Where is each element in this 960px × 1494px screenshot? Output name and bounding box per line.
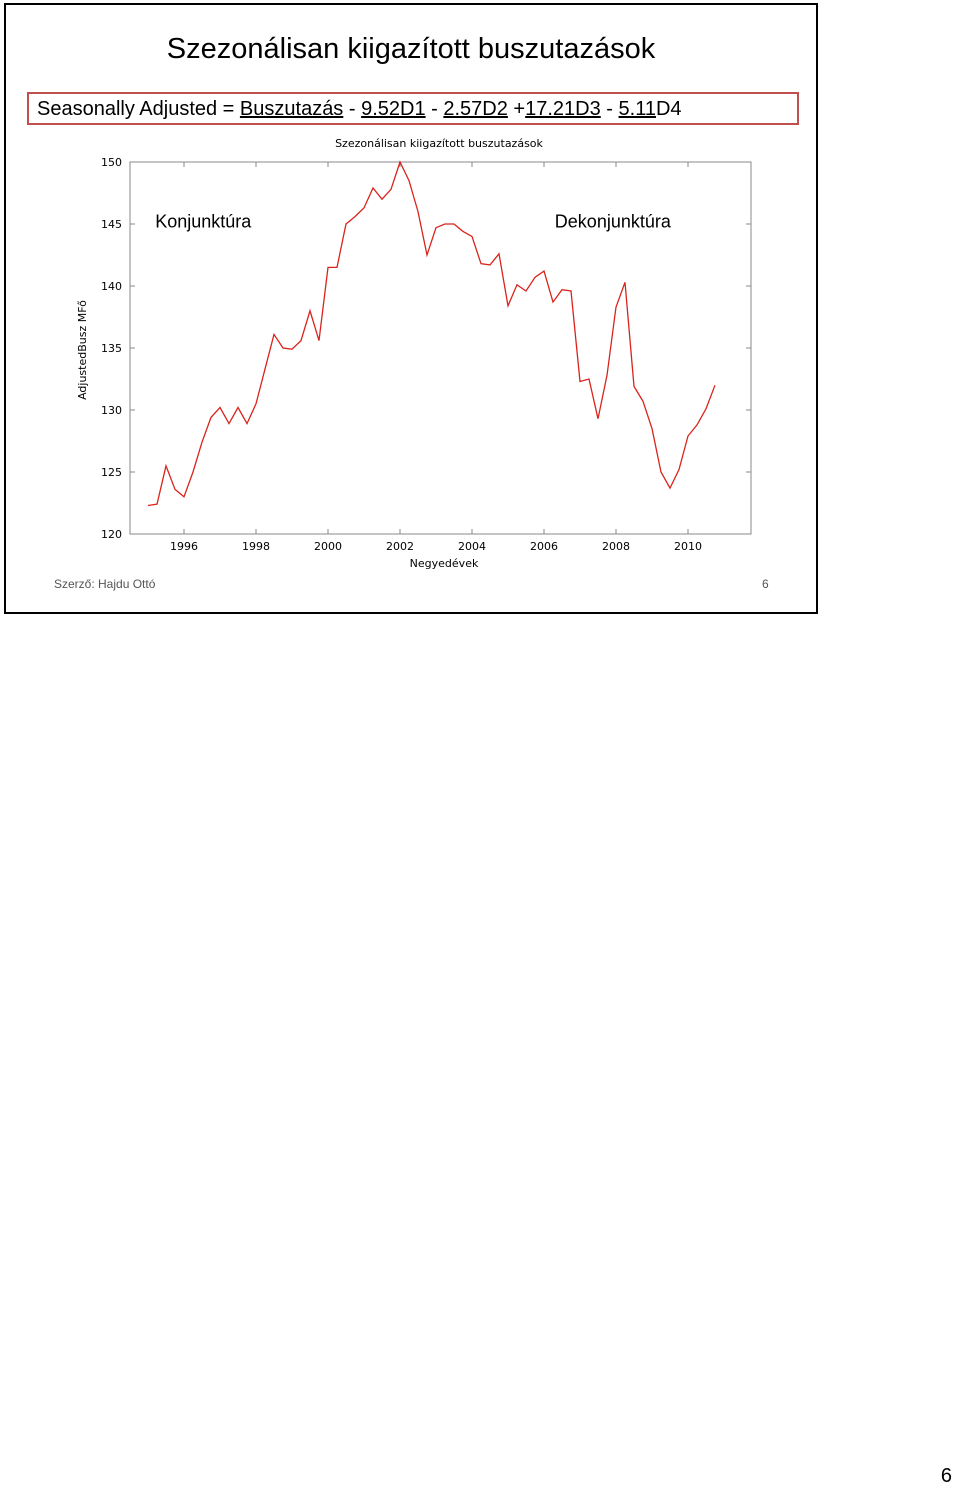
y-tick-label: 120: [101, 528, 122, 541]
formula-part: 5.11: [618, 98, 656, 120]
formula-part: 9.52D1: [361, 98, 426, 120]
y-tick-label: 125: [101, 466, 122, 479]
y-tick-label: 150: [101, 156, 122, 169]
y-tick-label: 130: [101, 404, 122, 417]
formula-part: 2.57D2: [443, 98, 508, 120]
page-number: 6: [940, 1465, 952, 1487]
x-tick-label: 1998: [242, 540, 270, 553]
x-tick-label: 2008: [602, 540, 630, 553]
annotation-label: Dekonjunktúra: [555, 212, 672, 232]
x-tick-label: 2010: [674, 540, 702, 553]
formula-part: -: [343, 98, 362, 120]
formula-part: -: [600, 98, 619, 120]
x-tick-label: 2000: [314, 540, 342, 553]
formula-part: Seasonally Adjusted =: [37, 98, 240, 120]
x-tick-label: 2004: [458, 540, 486, 553]
y-tick-label: 135: [101, 342, 122, 355]
y-axis-label: AdjustedBusz MFő: [76, 300, 89, 400]
x-axis: 1996 1998 2000 2002 2004 2006 2008 2010: [170, 162, 702, 553]
slide: Szezonálisan kiigazított buszutazások Se…: [4, 3, 818, 614]
annotations: Konjunktúra Dekonjunktúra: [155, 212, 672, 232]
slide-title: Szezonálisan kiigazított buszutazások: [166, 33, 656, 65]
y-axis: 150 145 140 135 130 125 120: [101, 156, 751, 541]
y-tick-label: 145: [101, 218, 122, 231]
annotation-label: Konjunktúra: [155, 212, 252, 232]
x-tick-label: 2002: [386, 540, 414, 553]
x-tick-label: 1996: [170, 540, 198, 553]
x-axis-label: Negyedévek: [410, 557, 479, 570]
formula-part: 17.21D3: [525, 98, 601, 120]
formula-part: D4: [655, 98, 682, 120]
formula-part: -: [425, 98, 444, 120]
series-line: [147, 160, 716, 507]
footer-author: Szerző: Hajdu Ottó: [54, 577, 156, 591]
formula-box: Seasonally Adjusted = Buszutazás - 9.52D…: [27, 92, 799, 125]
footer-slide-number: 6: [762, 577, 769, 591]
chart-title: Szezonálisan kiigazított buszutazások: [335, 137, 543, 150]
formula-part: Buszutazás: [239, 98, 344, 120]
formula-part: +: [507, 98, 526, 120]
chart: Szezonálisan kiigazított buszutazások 15…: [76, 137, 752, 570]
x-tick-label: 2006: [530, 540, 558, 553]
formula: Seasonally Adjusted = Buszutazás - 9.52D…: [37, 96, 682, 122]
y-tick-label: 140: [101, 280, 122, 293]
